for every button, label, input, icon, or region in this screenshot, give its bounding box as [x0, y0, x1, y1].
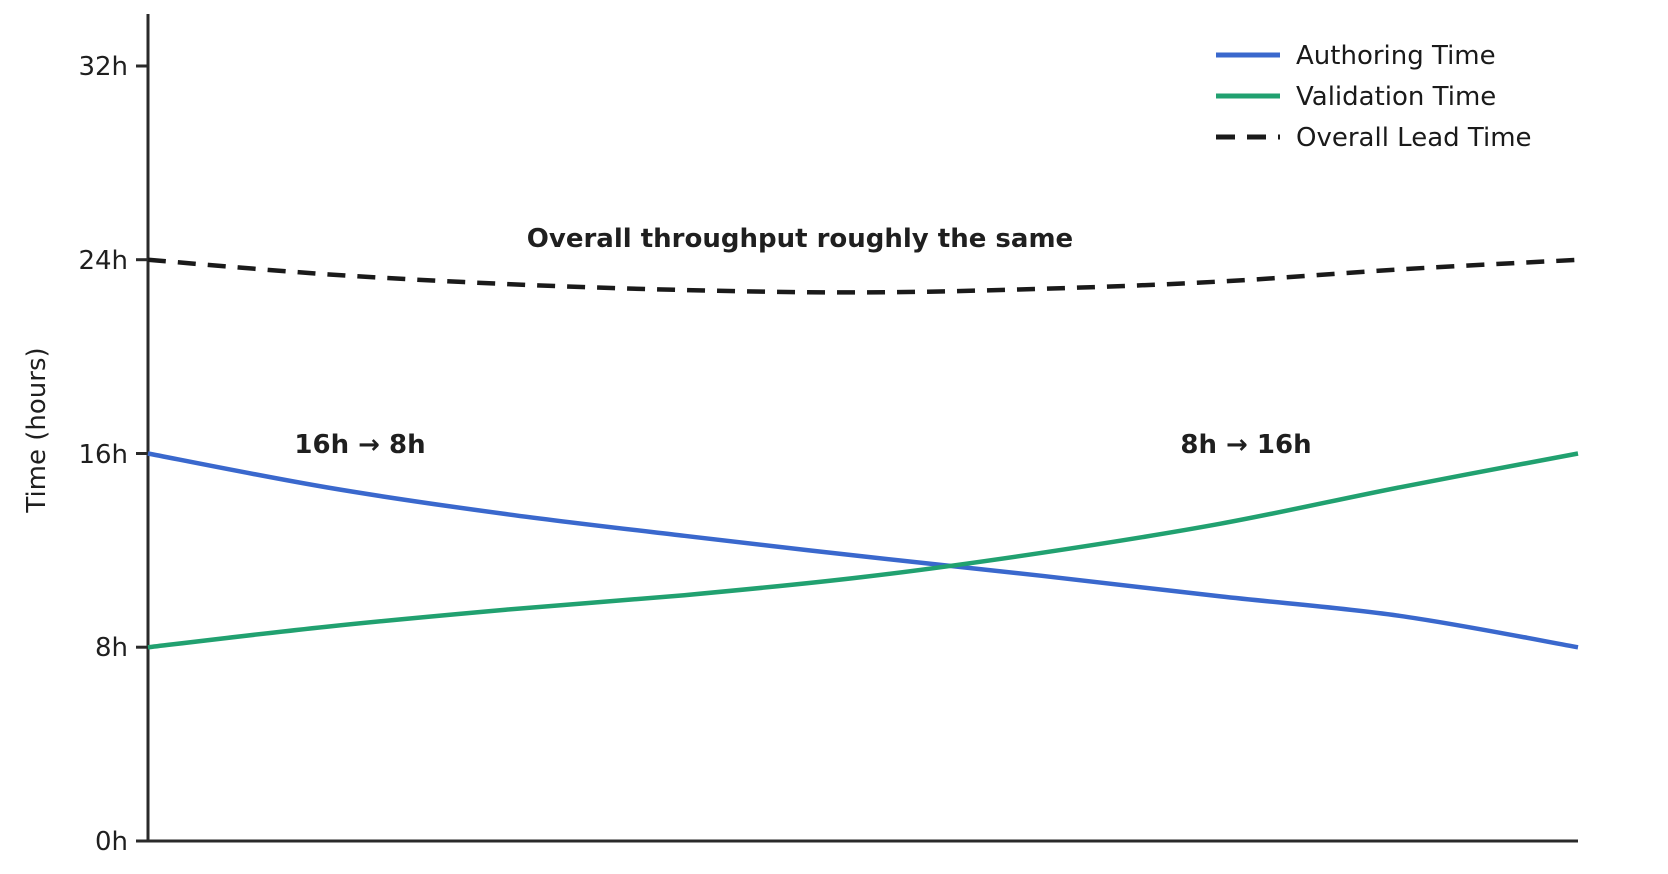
authoring-time-line [147, 451, 1579, 650]
legend-item-authoring-time: Authoring Time [1216, 41, 1496, 71]
annotation-authoring-change: 16h → 8h [294, 430, 425, 460]
validation-time-line [147, 451, 1579, 650]
y-tick-label-0h: 0h [95, 827, 128, 857]
legend-label-validation: Validation Time [1296, 82, 1496, 112]
y-tick-label-32h: 32h [78, 52, 128, 82]
annotation-overall-throughput: Overall throughput roughly the same [527, 224, 1073, 254]
legend-item-overall-lead-time: Overall Lead Time [1216, 123, 1532, 153]
y-tick-label-8h: 8h [95, 633, 128, 663]
y-tick-label-24h: 24h [78, 246, 128, 276]
y-axis-title: Time (hours) [22, 347, 52, 513]
legend: Authoring Time Validation Time Overall L… [1216, 41, 1532, 153]
legend-label-authoring: Authoring Time [1296, 41, 1496, 71]
y-tick-label-16h: 16h [78, 440, 128, 470]
overall-lead-time-line [147, 257, 1579, 295]
legend-label-overall-lead: Overall Lead Time [1296, 123, 1532, 153]
legend-item-validation-time: Validation Time [1216, 82, 1496, 112]
annotation-validation-change: 8h → 16h [1180, 430, 1311, 460]
